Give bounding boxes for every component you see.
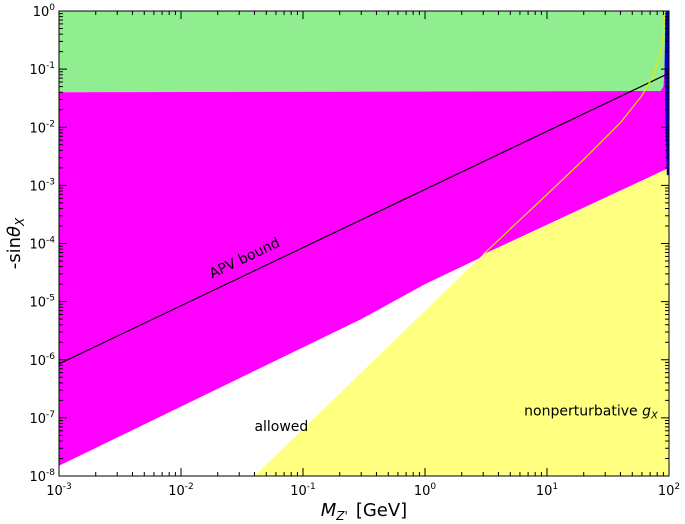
y-tick-label: 10-6 [29, 352, 55, 369]
annotation-2: nonperturbative gX [524, 403, 659, 421]
x-axis-title-unit: [GeV] [356, 500, 407, 521]
series-line-0 [59, 72, 669, 365]
lines [59, 11, 669, 365]
x-tick-label: 100 [414, 482, 437, 499]
y-tick-label: 10-1 [29, 61, 55, 78]
ticks [58, 10, 670, 477]
y-axis-title-theta: θ [4, 226, 25, 237]
y-axis-title-prefix: -sin [4, 237, 25, 269]
y-tick-label: 10-7 [29, 410, 55, 427]
y-tick-label: 10-5 [29, 294, 55, 311]
y-axis-title-sub: X [13, 217, 27, 227]
x-axis-title: MZ' [GeV] [321, 500, 407, 523]
y-tick-label: 10-4 [29, 236, 55, 253]
x-tick-label: 102 [658, 482, 680, 499]
y-tick-label: 10-8 [29, 468, 55, 485]
y-tick-label: 100 [33, 3, 56, 20]
regions [59, 11, 669, 476]
region-2 [254, 167, 669, 476]
tick-labels: 10-3 10-2 10-1 100 101 102 10-8 10-7 10-6 10-5 10-… [29, 3, 680, 499]
y-axis-title: -sinθX [4, 217, 27, 269]
y-tick-label: 10-3 [29, 177, 55, 194]
region-0 [59, 11, 666, 93]
y-tick-label: 10-2 [29, 119, 55, 136]
x-tick-label: 101 [536, 482, 558, 499]
series-line-1 [482, 11, 666, 255]
x-tick-label: 10-2 [168, 482, 194, 499]
x-tick-label: 10-3 [46, 482, 72, 499]
x-axis-title-sub: Z' [335, 509, 348, 523]
region-1 [59, 11, 669, 466]
x-tick-label: 10-1 [290, 482, 316, 499]
x-axis-title-main: M [321, 500, 337, 521]
annotation-1: allowed [254, 419, 308, 435]
